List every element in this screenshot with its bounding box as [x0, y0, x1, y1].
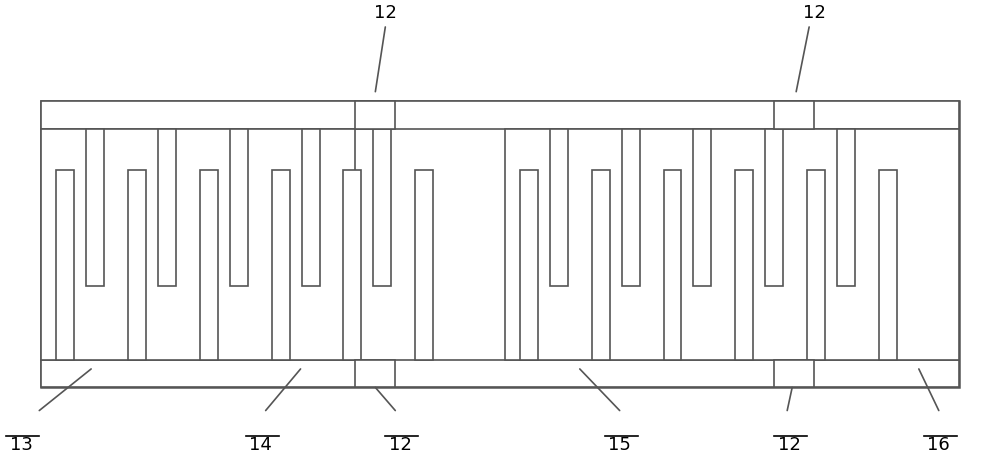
Bar [343, 170, 361, 360]
Bar [41, 101, 959, 388]
Bar [355, 101, 395, 129]
Bar [302, 129, 320, 286]
Bar [128, 170, 146, 360]
Bar [807, 170, 825, 360]
Bar [622, 129, 640, 286]
Bar [56, 170, 74, 360]
Bar [230, 129, 248, 286]
Text: 12: 12 [374, 4, 397, 22]
Bar [272, 170, 290, 360]
Bar [774, 101, 814, 129]
Bar [355, 360, 395, 388]
Bar [41, 101, 959, 129]
Bar [774, 360, 814, 388]
Bar [765, 129, 783, 286]
Bar [373, 129, 391, 286]
Text: 16: 16 [927, 436, 950, 454]
Text: 13: 13 [10, 436, 33, 454]
Text: 12: 12 [389, 436, 412, 454]
Text: 12: 12 [778, 436, 801, 454]
Text: 15: 15 [608, 436, 631, 454]
Bar [735, 170, 753, 360]
Bar [520, 170, 538, 360]
Text: 12: 12 [803, 4, 826, 22]
Bar [837, 129, 855, 286]
Bar [158, 129, 176, 286]
Bar [693, 129, 711, 286]
Bar [664, 170, 681, 360]
Bar [592, 170, 610, 360]
Bar [200, 170, 218, 360]
Bar [41, 129, 355, 360]
Text: 14: 14 [249, 436, 272, 454]
Bar [86, 129, 104, 286]
Bar [879, 170, 897, 360]
Bar [550, 129, 568, 286]
Bar [415, 170, 433, 360]
Bar [41, 360, 959, 388]
Bar [505, 129, 959, 360]
